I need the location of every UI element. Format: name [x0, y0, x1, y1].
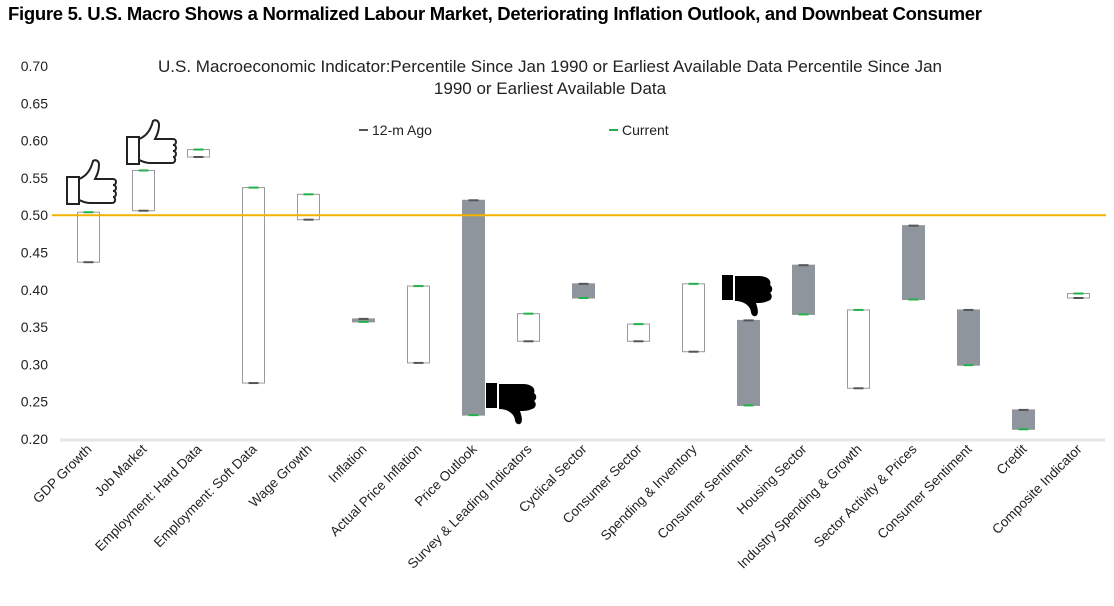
bar-8 — [462, 199, 485, 416]
y-tick-label: 0.30 — [21, 356, 48, 372]
x-tick-label: Credit — [994, 441, 1030, 477]
chart-title-line2: 1990 or Earliest Available Data — [434, 79, 667, 98]
bar-12 — [682, 283, 705, 353]
thumbs-down-icon — [486, 383, 537, 425]
y-tick-label: 0.55 — [21, 170, 48, 186]
x-tick-label: Composite Indicator — [989, 441, 1085, 537]
bar-1 — [77, 211, 100, 263]
y-tick-label: 0.60 — [21, 133, 48, 149]
icons — [66, 119, 773, 425]
x-tick-label: Employment: Hard Data — [92, 441, 205, 554]
legend-label-current: Current — [622, 122, 669, 138]
x-tick-label: Actual Price Inflation — [327, 442, 425, 540]
bar-13 — [737, 319, 760, 406]
bars — [52, 148, 1106, 431]
figure-title: Figure 5. U.S. Macro Shows a Normalized … — [8, 3, 982, 24]
bar-14 — [792, 264, 815, 315]
thumbs-up-icon — [66, 159, 117, 205]
y-tick-label: 0.25 — [21, 394, 48, 410]
y-tick-label: 0.40 — [21, 282, 48, 298]
bar-2 — [132, 169, 155, 212]
legend-label-ago: 12-m Ago — [372, 122, 432, 138]
chart-title-line1: U.S. Macroeconomic Indicator:Percentile … — [158, 57, 942, 76]
y-tick-label: 0.65 — [21, 95, 48, 111]
bar-9 — [517, 313, 540, 342]
bar-10 — [572, 283, 595, 299]
y-tick-label: 0.70 — [21, 58, 48, 74]
bar-18 — [1012, 409, 1035, 430]
thumbs-up-icon — [126, 119, 177, 165]
x-tick-label: Sector Activity & Prices — [811, 441, 920, 550]
bar-15 — [847, 309, 870, 389]
y-tick-label: 0.20 — [21, 431, 48, 447]
x-tick-label: Employment: Soft Data — [151, 441, 260, 550]
legend: 12-m Ago Current — [359, 122, 669, 138]
bar-7 — [407, 285, 430, 364]
x-tick-label: Consumer Sentiment — [654, 441, 754, 541]
x-tick-label: Consumer Sentiment — [874, 441, 974, 541]
y-axis: 0.20 0.25 0.30 0.35 0.40 0.45 0.50 0.55 0.60 0.65… — [21, 58, 48, 447]
x-tick-label: Inflation — [326, 442, 370, 486]
bar-17 — [957, 309, 980, 366]
y-tick-label: 0.50 — [21, 207, 48, 223]
x-tick-label: Job Market — [92, 441, 150, 499]
bar-3 — [187, 149, 210, 158]
bar-11 — [627, 323, 650, 342]
x-tick-label: Spending & Inventory — [598, 441, 700, 543]
x-tick-label: GDP Growth — [30, 442, 95, 507]
thumbs-down-icon — [722, 275, 773, 317]
bar-16 — [902, 225, 925, 300]
y-tick-label: 0.35 — [21, 319, 48, 335]
y-tick-label: 0.45 — [21, 245, 48, 261]
bar-4 — [242, 187, 265, 384]
